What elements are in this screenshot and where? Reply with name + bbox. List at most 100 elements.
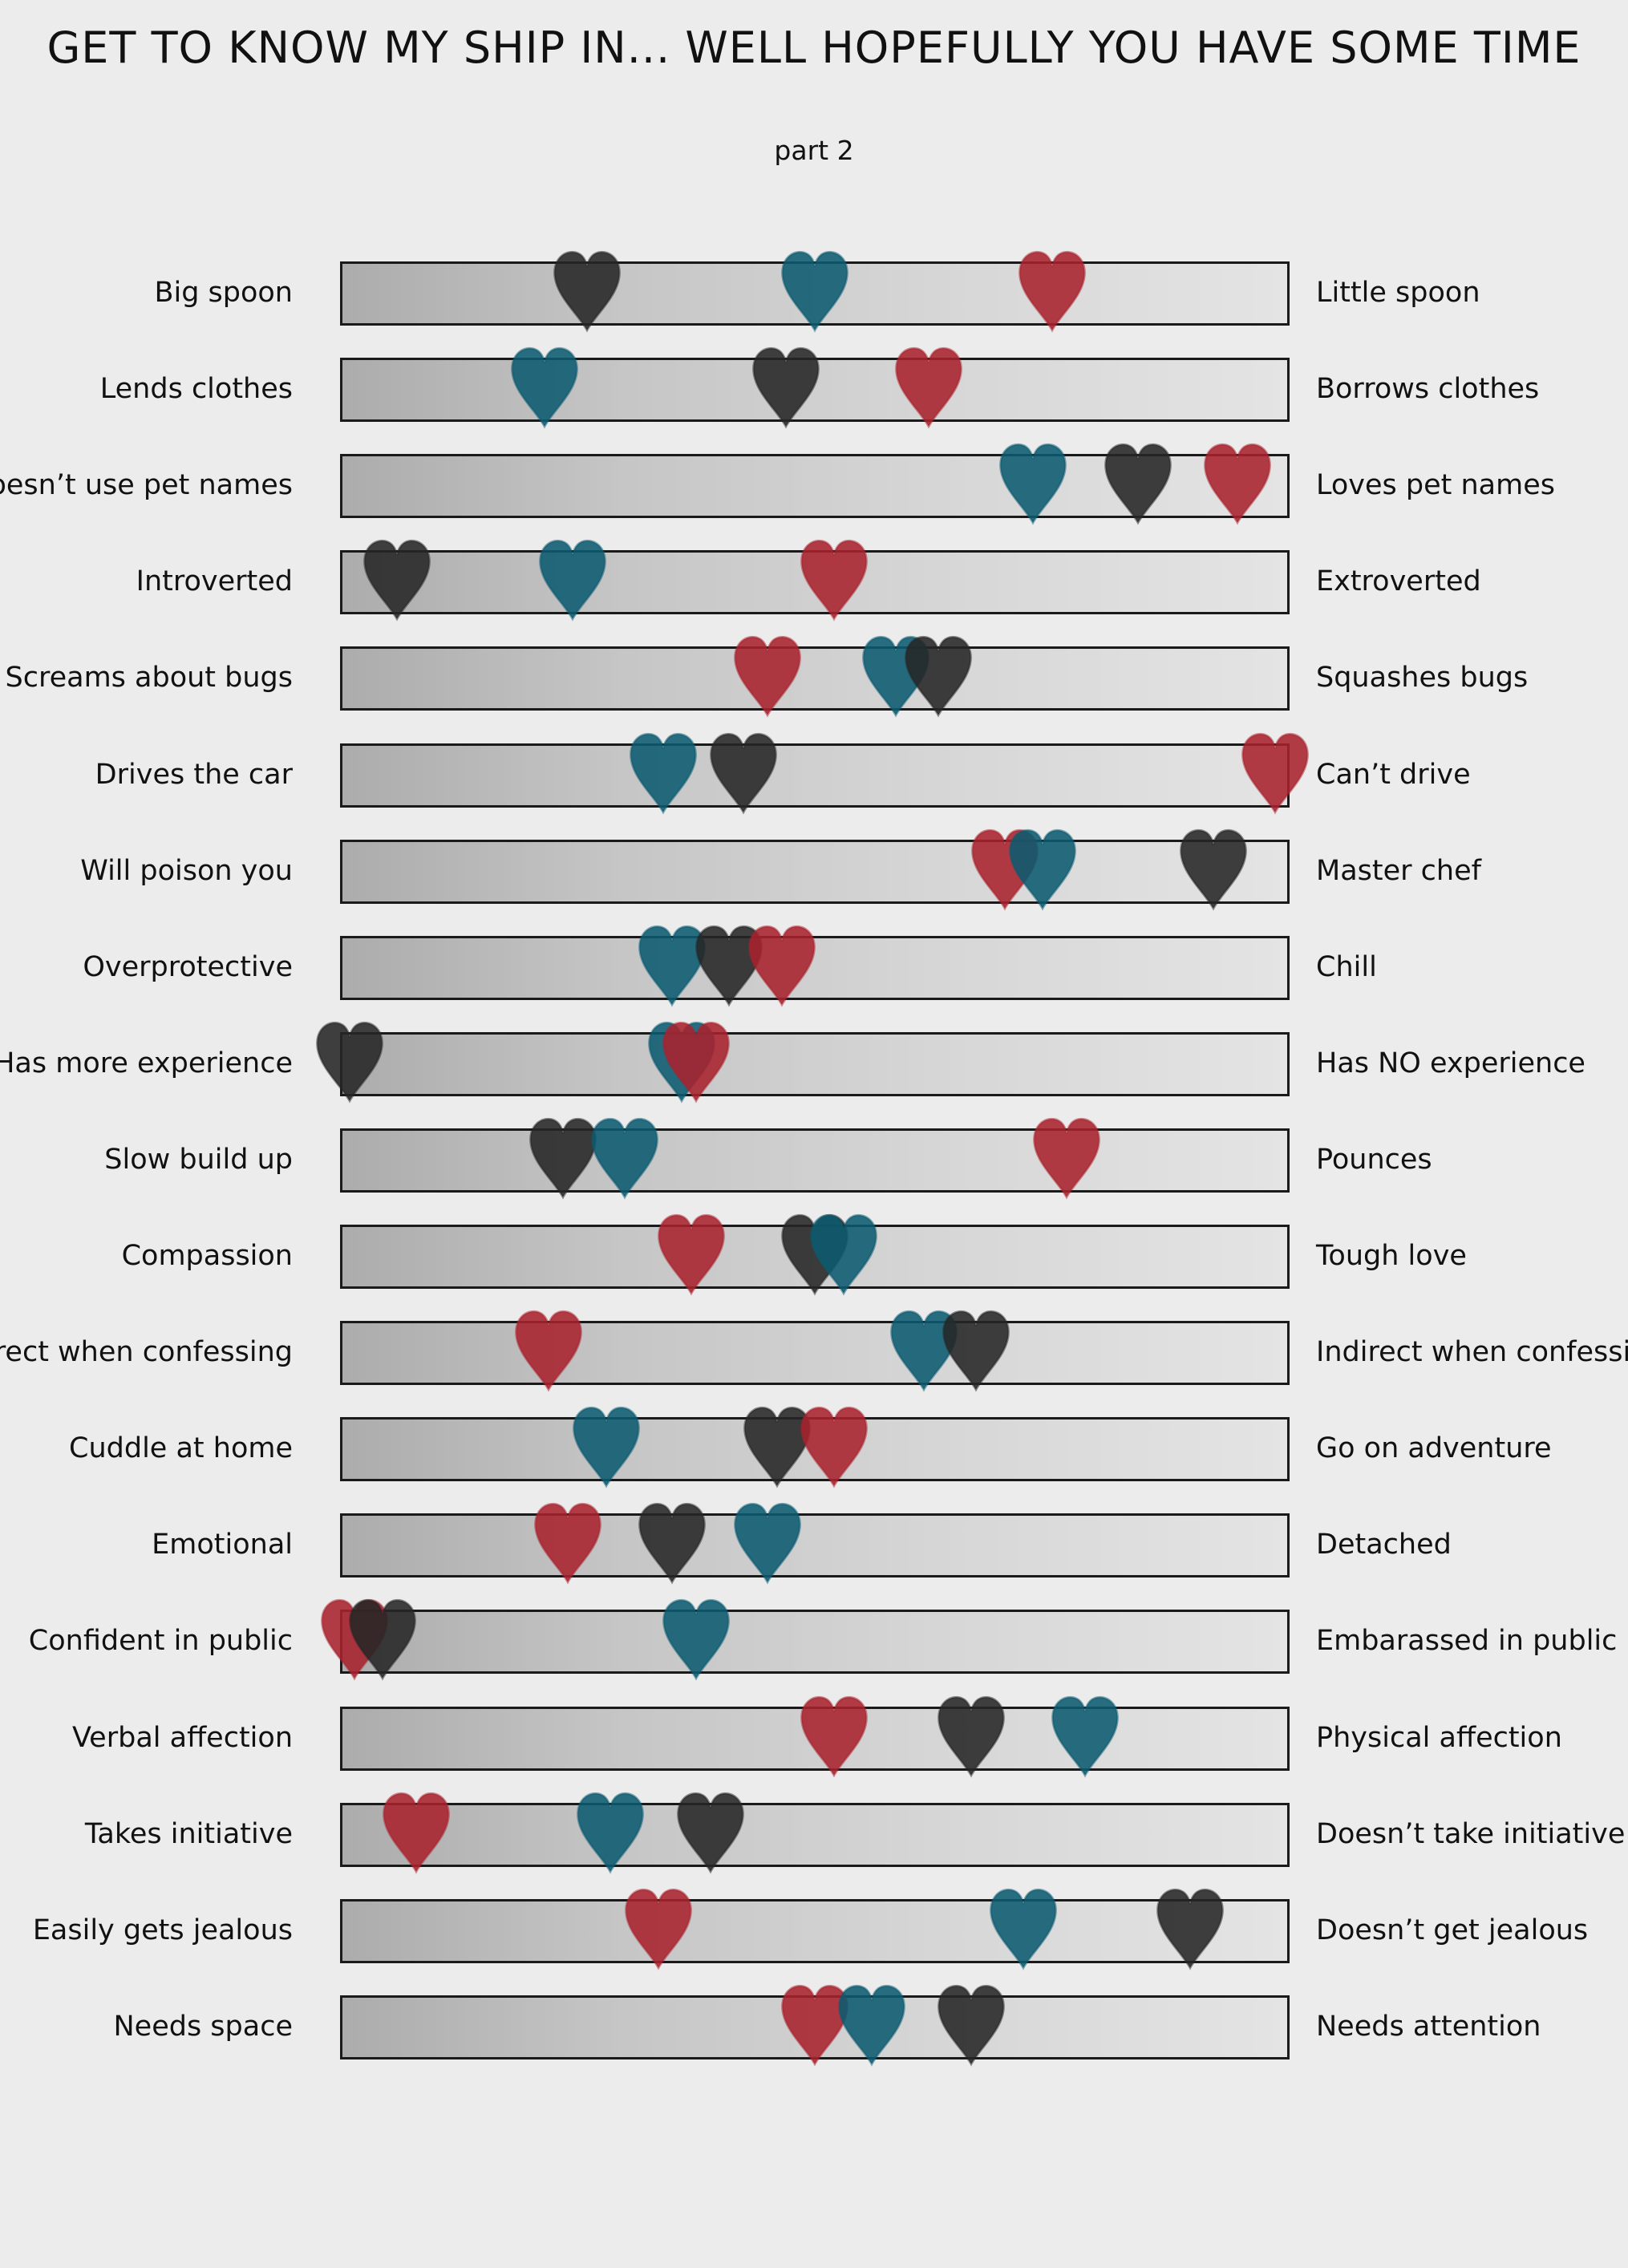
left-trait-label: Has more experience (0, 1047, 293, 1079)
black-heart-icon (635, 1499, 709, 1587)
scale-bar (340, 646, 1290, 711)
scale-bar (340, 743, 1290, 808)
red-heart-icon (797, 1403, 871, 1491)
black-heart-icon (1153, 1885, 1227, 1973)
scale-bar (340, 1513, 1290, 1577)
page-subtitle: part 2 (774, 135, 854, 166)
black-heart-icon (901, 632, 975, 720)
left-trait-label: Direct when confessing (0, 1336, 293, 1368)
slider-row: Doesn’t use pet names Loves pet names (0, 443, 1628, 525)
left-trait-label: Verbal affection (71, 1722, 293, 1754)
teal-heart-icon (986, 1885, 1060, 1973)
teal-heart-icon (588, 1114, 662, 1202)
slider-row: Direct when confessing Indirect when conf… (0, 1310, 1628, 1392)
black-heart-icon (360, 536, 434, 624)
red-heart-icon (659, 1018, 733, 1106)
slider-row: Easily gets jealous Doesn’t get jealous (0, 1888, 1628, 1970)
left-trait-label: Will poison you (80, 855, 293, 887)
black-heart-icon (346, 1595, 419, 1683)
right-trait-label: Can’t drive (1316, 759, 1471, 791)
right-trait-label: Detached (1316, 1529, 1452, 1561)
teal-heart-icon (778, 247, 852, 335)
black-heart-icon (934, 1692, 1008, 1780)
slider-row: Overprotective Chill (0, 925, 1628, 1007)
left-trait-label: Confident in public (28, 1625, 293, 1657)
red-heart-icon (731, 632, 804, 720)
teal-heart-icon (807, 1210, 881, 1298)
teal-heart-icon (731, 1499, 804, 1587)
teal-heart-icon (626, 729, 700, 817)
right-trait-label: Extroverted (1316, 565, 1481, 597)
right-trait-label: Indirect when confessing (1316, 1336, 1628, 1368)
slider-row: Compassion Tough love (0, 1213, 1628, 1296)
slider-row: Emotional Detached (0, 1502, 1628, 1585)
right-trait-label: Little spoon (1316, 277, 1480, 309)
red-heart-icon (531, 1499, 605, 1587)
red-heart-icon (622, 1885, 695, 1973)
right-trait-label: Embarassed in public (1316, 1625, 1618, 1657)
slider-row: Takes initiative Doesn’t take initiative (0, 1792, 1628, 1874)
teal-heart-icon (659, 1595, 733, 1683)
slider-row: Verbal affection Physical affection (0, 1695, 1628, 1778)
scale-bar (340, 840, 1290, 904)
slider-row: Drives the car Can’t drive (0, 732, 1628, 815)
left-trait-label: Takes initiative (84, 1818, 293, 1850)
red-heart-icon (654, 1210, 728, 1298)
right-trait-label: Tough love (1316, 1240, 1467, 1272)
black-heart-icon (550, 247, 624, 335)
teal-heart-icon (536, 536, 609, 624)
red-heart-icon (1238, 729, 1312, 817)
slider-row: Has more experience Has NO experience (0, 1021, 1628, 1104)
red-heart-icon (512, 1306, 585, 1395)
page-title: GET TO KNOW MY SHIP IN... WELL HOPEFULLY… (47, 22, 1581, 73)
right-trait-label: Needs attention (1316, 2011, 1541, 2043)
black-heart-icon (1176, 825, 1250, 913)
right-trait-label: Doesn’t take initiative (1316, 1818, 1626, 1850)
red-heart-icon (892, 343, 966, 431)
red-heart-icon (1201, 439, 1274, 528)
left-trait-label: Big spoon (154, 277, 293, 309)
black-heart-icon (707, 729, 780, 817)
left-trait-label: Easily gets jealous (32, 1914, 293, 1946)
slider-row: Screams about bugs Squashes bugs (0, 635, 1628, 718)
right-trait-label: Loves pet names (1316, 469, 1555, 501)
teal-heart-icon (1006, 825, 1079, 913)
left-trait-label: Emotional (152, 1529, 293, 1561)
left-trait-label: Drives the car (95, 759, 293, 791)
right-trait-label: Squashes bugs (1316, 662, 1529, 694)
slider-row: Confident in public Embarassed in public (0, 1598, 1628, 1681)
red-heart-icon (797, 536, 871, 624)
slider-row: Cuddle at home Go on adventure (0, 1406, 1628, 1488)
slider-row: Needs space Needs attention (0, 1984, 1628, 2067)
right-trait-label: Doesn’t get jealous (1316, 1914, 1589, 1946)
slider-row: Lends clothes Borrows clothes (0, 346, 1628, 429)
black-heart-icon (1101, 439, 1175, 528)
teal-heart-icon (569, 1403, 643, 1491)
right-trait-label: Chill (1316, 951, 1377, 983)
red-heart-icon (379, 1788, 453, 1877)
teal-heart-icon (1048, 1692, 1122, 1780)
red-heart-icon (745, 921, 819, 1010)
teal-heart-icon (508, 343, 581, 431)
left-trait-label: Slow build up (104, 1144, 293, 1176)
left-trait-label: Needs space (113, 2011, 293, 2043)
right-trait-label: Master chef (1316, 855, 1481, 887)
black-heart-icon (939, 1306, 1013, 1395)
left-trait-label: Compassion (121, 1240, 293, 1272)
right-trait-label: Physical affection (1316, 1722, 1562, 1754)
scale-bar (340, 1899, 1290, 1963)
teal-heart-icon (996, 439, 1070, 528)
scale-bar (340, 1128, 1290, 1193)
red-heart-icon (1015, 247, 1089, 335)
black-heart-icon (313, 1018, 387, 1106)
scale-bar (340, 1321, 1290, 1385)
scale-bar (340, 1032, 1290, 1096)
slider-row: Introverted Extroverted (0, 539, 1628, 622)
teal-heart-icon (835, 1981, 909, 2069)
slider-row: Big spoon Little spoon (0, 250, 1628, 333)
left-trait-label: Introverted (136, 565, 293, 597)
left-trait-label: Overprotective (83, 951, 293, 983)
scale-bar (340, 1803, 1290, 1867)
scale-bar (340, 1610, 1290, 1674)
left-trait-label: Cuddle at home (69, 1432, 293, 1464)
